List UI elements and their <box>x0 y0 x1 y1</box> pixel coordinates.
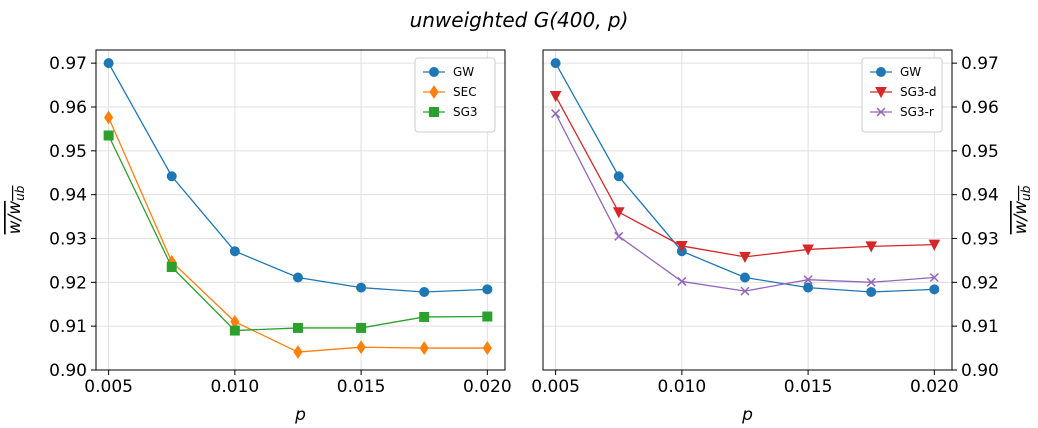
data-point <box>929 284 940 295</box>
x-tick-label: 0.010 <box>658 377 707 397</box>
y-tick-label: 0.96 <box>961 98 999 118</box>
data-point <box>549 91 562 103</box>
legend-entry-label: SG3-d <box>900 85 937 99</box>
y-axis-label: w/wub <box>1011 185 1033 234</box>
data-point <box>550 58 561 69</box>
data-point <box>677 276 687 286</box>
data-point <box>803 275 813 285</box>
data-point <box>865 241 878 253</box>
figure-title: unweighted G(400, p) <box>410 8 629 32</box>
data-point <box>166 261 177 272</box>
data-point <box>482 341 492 355</box>
series-line <box>555 113 935 292</box>
data-point <box>740 286 750 296</box>
y-tick-label: 0.94 <box>961 186 999 206</box>
series-sg3-r <box>551 109 939 296</box>
legend-entry-label: SG3 <box>453 105 478 119</box>
data-point <box>166 171 177 182</box>
data-point <box>419 286 430 297</box>
data-point <box>482 284 493 295</box>
x-tick-label: 0.015 <box>784 377 833 397</box>
data-point <box>803 282 814 293</box>
data-point <box>103 130 114 141</box>
y-tick-label: 0.91 <box>49 317 87 337</box>
data-point <box>739 251 751 263</box>
x-axis-label: p <box>294 405 306 425</box>
data-point <box>229 325 240 336</box>
x-tick-label: 0.020 <box>910 377 959 397</box>
data-point <box>292 322 303 333</box>
legend-entry-label: SG3-r <box>900 105 934 119</box>
y-tick-label: 0.90 <box>961 361 999 381</box>
series-sec <box>104 110 492 359</box>
legend-marker <box>876 67 886 77</box>
data-point <box>356 282 367 293</box>
legend-entry-label: GW <box>900 65 921 79</box>
y-axis-label: w/wub <box>5 185 27 234</box>
y-tick-label: 0.91 <box>961 317 999 337</box>
data-point <box>929 272 939 283</box>
data-point <box>928 239 941 251</box>
data-point <box>419 341 429 355</box>
legend-marker <box>876 107 886 117</box>
series-gw <box>550 58 940 297</box>
y-tick-label: 0.93 <box>961 229 999 249</box>
legend-entry-label: GW <box>453 65 474 79</box>
data-point <box>293 345 303 359</box>
legend-marker <box>429 107 439 117</box>
series-gw <box>103 58 493 297</box>
y-tick-label: 0.96 <box>49 98 87 118</box>
legend-marker <box>429 67 439 77</box>
data-point <box>356 340 366 355</box>
series-sg3-d <box>549 91 941 263</box>
data-point <box>551 109 561 119</box>
data-point <box>356 322 367 333</box>
y-tick-label: 0.97 <box>961 54 999 74</box>
x-tick-label: 0.015 <box>337 377 386 397</box>
y-tick-label: 0.95 <box>49 142 87 162</box>
legend: GW SG3-d SG3-r <box>861 57 943 133</box>
data-point <box>612 207 625 219</box>
x-axis-label: p <box>741 405 753 425</box>
plot-frame <box>95 49 506 371</box>
y-tick-label: 0.92 <box>961 273 999 293</box>
data-point <box>292 272 303 283</box>
data-point <box>482 311 493 322</box>
data-point <box>229 246 240 257</box>
data-point <box>419 311 430 322</box>
legend-marker <box>875 87 887 99</box>
y-tick-label: 0.92 <box>49 273 87 293</box>
legend-marker <box>429 85 439 99</box>
data-point <box>104 110 114 125</box>
data-point <box>103 58 114 69</box>
data-point <box>676 240 688 253</box>
data-point <box>866 277 876 287</box>
x-tick-label: 0.010 <box>211 377 260 397</box>
y-tick-label: 0.95 <box>961 142 999 162</box>
y-tick-label: 0.90 <box>49 361 87 381</box>
x-tick-label: 0.005 <box>531 377 580 397</box>
legend: GW SEC SG3 <box>414 57 496 133</box>
legend-entry-label: SEC <box>453 85 477 99</box>
y-tick-label: 0.94 <box>49 186 87 206</box>
y-tick-label: 0.97 <box>49 54 87 74</box>
data-point <box>614 231 624 241</box>
data-point <box>866 286 877 297</box>
series-sg3 <box>103 130 493 336</box>
plot-frame <box>542 49 953 371</box>
y-tick-label: 0.93 <box>49 229 87 249</box>
x-tick-label: 0.020 <box>463 377 512 397</box>
data-point <box>739 272 750 283</box>
x-tick-label: 0.005 <box>84 377 133 397</box>
left-panel: 0.005 0.010 0.015 0.020 0.90 0.91 0.92 0.93 0.94… <box>5 49 512 425</box>
data-point <box>613 171 624 182</box>
data-point <box>802 244 814 256</box>
